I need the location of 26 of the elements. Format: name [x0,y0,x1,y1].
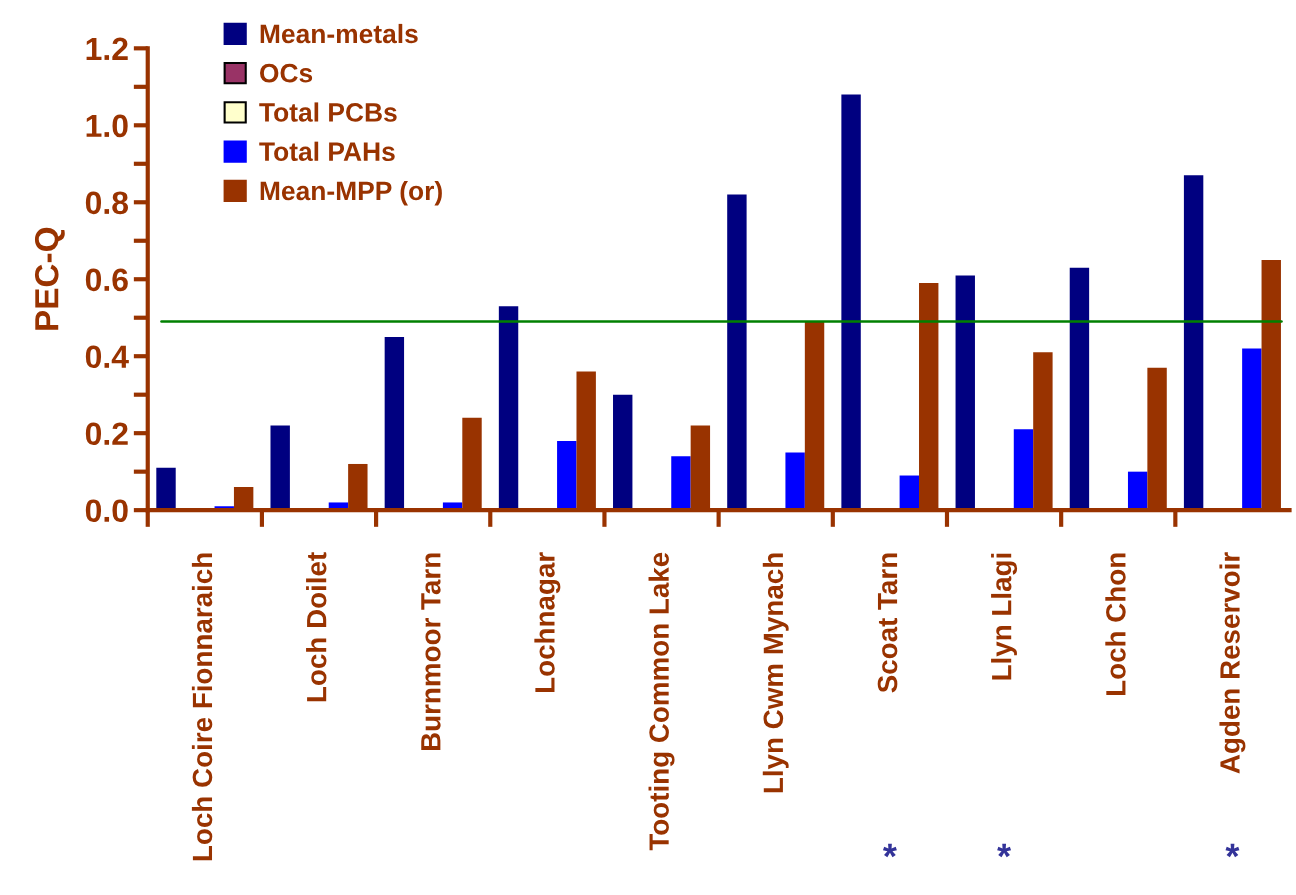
y-tick-label: 0.0 [85,499,128,523]
text: * [997,843,1012,858]
x-tick-label: Llyn Llagi [991,553,1018,680]
legend-label: Mean-metals [260,23,418,44]
y-tick-label: 0.6 [85,268,128,292]
x-tick-label: Burnmoor Tarn [421,553,441,751]
y-tick-label: 1.0 [86,114,128,138]
y-tick-label: 1.2 [86,37,128,60]
x-tick-label: Loch Coire Fionnaraich [191,553,213,861]
x-tick-label: Loch Chon [1105,553,1126,695]
legend-label: OCs [260,63,313,83]
x-tick-label: Agden Reservoir [1219,552,1246,774]
x-tick-label: Tooting Common Lake [648,552,675,851]
text: * [1225,843,1240,858]
y-tick-label: 0.8 [85,191,129,215]
y-axis-title: PEC-Q [34,227,65,330]
x-tick-label: Scoat Tarn [877,553,898,693]
x-tick-label: Lochnagar [534,552,561,692]
x-tick-label: Llyn Cwm Mynach [762,553,789,793]
y-tick-label: 0.4 [85,345,129,369]
x-tick-label: Loch Doilet [306,552,327,702]
legend-label: Total PAHs [259,141,395,162]
text: * [882,843,897,858]
legend-label: Mean-MPP (or) [260,180,442,206]
legend-label: Total PCBs [259,102,397,122]
y-tick-label: 0.2 [85,422,128,446]
